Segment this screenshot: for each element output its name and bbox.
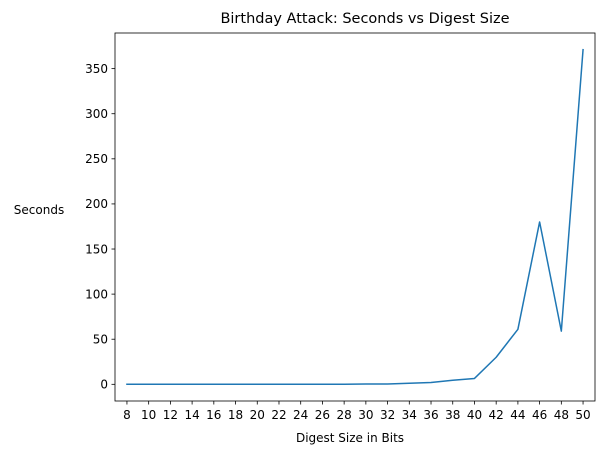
x-tick-label: 26 (315, 408, 330, 422)
x-tick-label: 14 (184, 408, 199, 422)
x-tick-label: 24 (293, 408, 308, 422)
x-tick-label: 12 (163, 408, 178, 422)
chart-title: Birthday Attack: Seconds vs Digest Size (220, 11, 509, 27)
y-tick-label: 100 (85, 287, 108, 301)
x-tick-label: 32 (380, 408, 395, 422)
x-tick-label: 30 (358, 408, 373, 422)
y-axis: 0 50 100 150 200 250 300 350 (85, 62, 115, 392)
x-axis: 8 10 12 14 16 18 20 22 24 26 28 30 32 34 36 38 40 42 44 46 4… (123, 401, 591, 422)
x-tick-label: 38 (445, 408, 460, 422)
x-tick-label: 20 (250, 408, 265, 422)
series-line-0 (126, 48, 584, 386)
y-tick-label: 200 (85, 197, 108, 211)
y-tick-label: 250 (85, 152, 108, 166)
x-tick-label: 28 (336, 408, 351, 422)
x-tick-label: 18 (228, 408, 243, 422)
y-tick-label: 300 (85, 107, 108, 121)
x-tick-label: 34 (402, 408, 417, 422)
y-tick-label: 150 (85, 242, 108, 256)
x-tick-label: 22 (271, 408, 286, 422)
y-axis-label: Seconds (14, 203, 64, 217)
x-tick-label: 36 (423, 408, 438, 422)
x-tick-label: 42 (489, 408, 504, 422)
x-axis-label: Digest Size in Bits (296, 431, 404, 445)
x-tick-label: 16 (206, 408, 221, 422)
x-tick-label: 40 (467, 408, 482, 422)
y-tick-label: 0 (100, 378, 108, 392)
x-tick-label: 10 (141, 408, 156, 422)
plot-area (114, 32, 596, 402)
x-tick-label: 8 (123, 408, 131, 422)
x-tick-label: 48 (554, 408, 569, 422)
x-tick-label: 46 (532, 408, 547, 422)
y-tick-label: 50 (93, 333, 108, 347)
y-tick-label: 350 (85, 62, 108, 76)
x-tick-label: 44 (510, 408, 525, 422)
axes-frame (114, 32, 596, 402)
x-tick-label: 50 (575, 408, 590, 422)
